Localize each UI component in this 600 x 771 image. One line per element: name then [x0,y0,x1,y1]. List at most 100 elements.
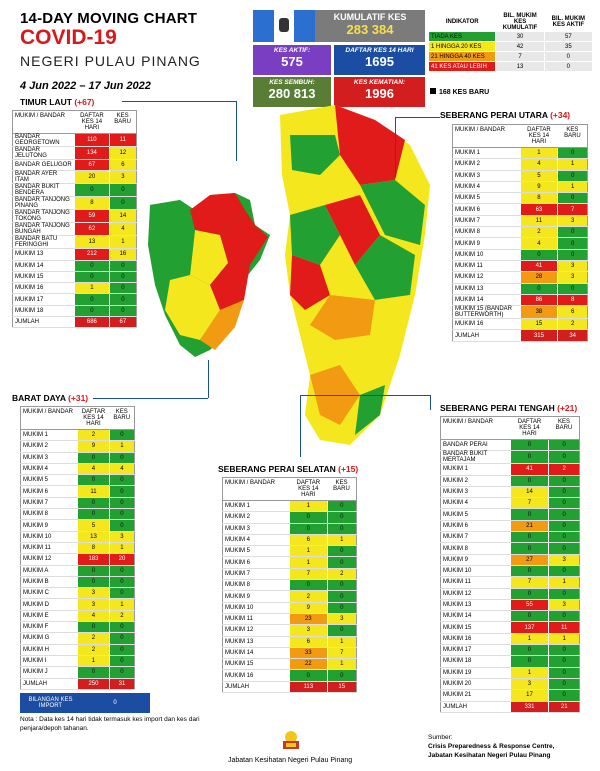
daftar-14-hari: 9 [77,440,110,453]
col-header: KES BARU [109,110,137,134]
mukim-name: MUKIM 10 [440,565,511,578]
table-row: MUKIM 6 63 7 [452,203,588,216]
kes-baru: 0 [326,590,357,603]
daftar14-box: DAFTAR KES 14 HARI 1695 [334,45,425,75]
daftar-14-hari: 1 [509,667,549,679]
table-row: MUKIM 21 17 0 [440,689,580,702]
kes-baru: 0 [548,655,580,668]
daftar-14-hari: 2 [77,644,110,656]
daftar-14-hari: 134 [74,146,110,160]
kematian-box: KES KEMATIAN: 1996 [334,77,425,107]
daftar-14-hari: 2 [519,226,558,239]
table-row: MUKIM 14 0 0 [12,260,137,272]
daftar-14-hari: 4 [77,610,110,623]
legend-count: 30 [495,31,545,42]
mukim-name: MUKIM 16 [452,318,521,331]
mukim-name: MUKIM 1 [452,147,521,160]
sp-selatan-table: MUKIM / BANDAR DAFTAR KES 14 HARI KES BARU… [222,477,357,694]
daftar-14-hari: 0 [77,508,110,521]
table-row: MUKIM 15 137 11 [440,621,580,634]
daftar-14-hari: 0 [509,610,549,623]
mukim-name: MUKIM 18 [12,305,75,318]
sembuh-value: 280 813 [268,86,316,101]
daftar-14-hari: 41 [519,260,558,273]
state-title: NEGERI PULAU PINANG [20,53,201,69]
daftar-14-hari: 137 [509,621,549,634]
mukim-name: MUKIM 12 [222,624,290,637]
daftar-14-hari: 55 [509,599,549,612]
mukim-name: MUKIM F [20,621,78,634]
total-baru: 34 [557,329,588,342]
daftar-14-hari: 6 [289,636,328,648]
table-row: MUKIM 11 8 1 [20,542,135,555]
barat-daya-table: MUKIM / BANDAR DAFTAR KES 14 HARI KES BARU… [20,406,135,690]
mukim-name: MUKIM 17 [12,293,75,306]
kes-baru: 0 [108,519,135,532]
indicator-legend: INDIKATOR BIL. MUKIM KES KUMULATIF BIL. … [427,12,594,72]
kes-baru: 7 [557,203,588,216]
mukim-name: MUKIM 3 [452,170,521,182]
table-row: MUKIM 13 6 1 [222,636,357,648]
footnote: Nota : Data kes 14 hari tidak termasuk k… [20,716,200,733]
daftar-14-hari: 183 [77,553,110,566]
mukim-name: MUKIM 13 [440,599,511,612]
leader-line [208,360,209,398]
col-header: MUKIM / BANDAR [12,110,75,134]
kematian-label: KES KEMATIAN: [353,79,406,86]
kes-baru: 0 [108,429,135,442]
kes-baru: 0 [108,260,137,272]
daftar-14-hari: 0 [509,508,549,521]
kes-baru: 7 [326,647,357,660]
table-row: MUKIM 9 27 3 [440,554,580,566]
col-header: KES BARU [327,477,357,501]
kes-baru: 0 [557,237,588,250]
mukim-name: MUKIM 9 [20,519,78,532]
table-row: MUKIM 13 212 16 [12,248,137,261]
table-row: MUKIM 20 3 0 [440,678,580,691]
daftar-14-hari: 1 [509,633,549,646]
mukim-name: MUKIM A [20,565,78,577]
kes-baru: 0 [108,305,137,318]
table-row: MUKIM 6 21 0 [440,520,580,533]
table-row: BANDAR GEORGETOWN 110 11 [12,133,137,147]
col-header: KES BARU [109,406,135,430]
daftar-14-hari: 8 [77,542,110,555]
table-row: BANDAR AYER ITAM 20 3 [12,170,137,185]
jkn-label: Jabatan Kesihatan Negeri Pulau Pinang [228,757,353,764]
daftar-14-hari: 4 [519,237,558,250]
kes-baru: 0 [108,452,135,464]
daftar-14-hari: 212 [74,248,110,261]
date-range: 4 Jun 2022 – 17 Jun 2022 [20,80,151,92]
daftar-14-hari: 0 [519,249,558,261]
daftar-14-hari: 7 [289,568,328,581]
total-baru: 67 [108,316,137,329]
daftar-14-hari: 0 [509,565,549,578]
legend-label: 21 HINGGA 40 KES [427,51,497,62]
table-row: BANDAR GELUGOR 67 6 [12,159,137,172]
source-line2: Jabatan Kesihatan Negeri Pulau Pinang [428,752,551,760]
daftar-14-hari: 4 [519,158,558,171]
col-header: KES BARU [557,124,588,148]
kes-baru: 0 [548,542,580,555]
aktif-value: 575 [281,54,303,69]
daftar-14-hari: 20 [74,170,110,185]
daftar-14-hari: 9 [289,602,328,614]
daftar-14-hari: 7 [509,576,549,589]
kes-baru: 0 [548,588,580,600]
aktif-label: KES AKTIF: [273,47,311,54]
kes-baru: 0 [326,556,357,569]
kes-baru: 0 [548,678,580,691]
table-row: MUKIM 1 41 2 [440,463,580,476]
daftar-14-hari: 3 [509,678,549,691]
mukim-name: MUKIM 11 [222,613,290,626]
kes-baru: 0 [108,655,135,668]
